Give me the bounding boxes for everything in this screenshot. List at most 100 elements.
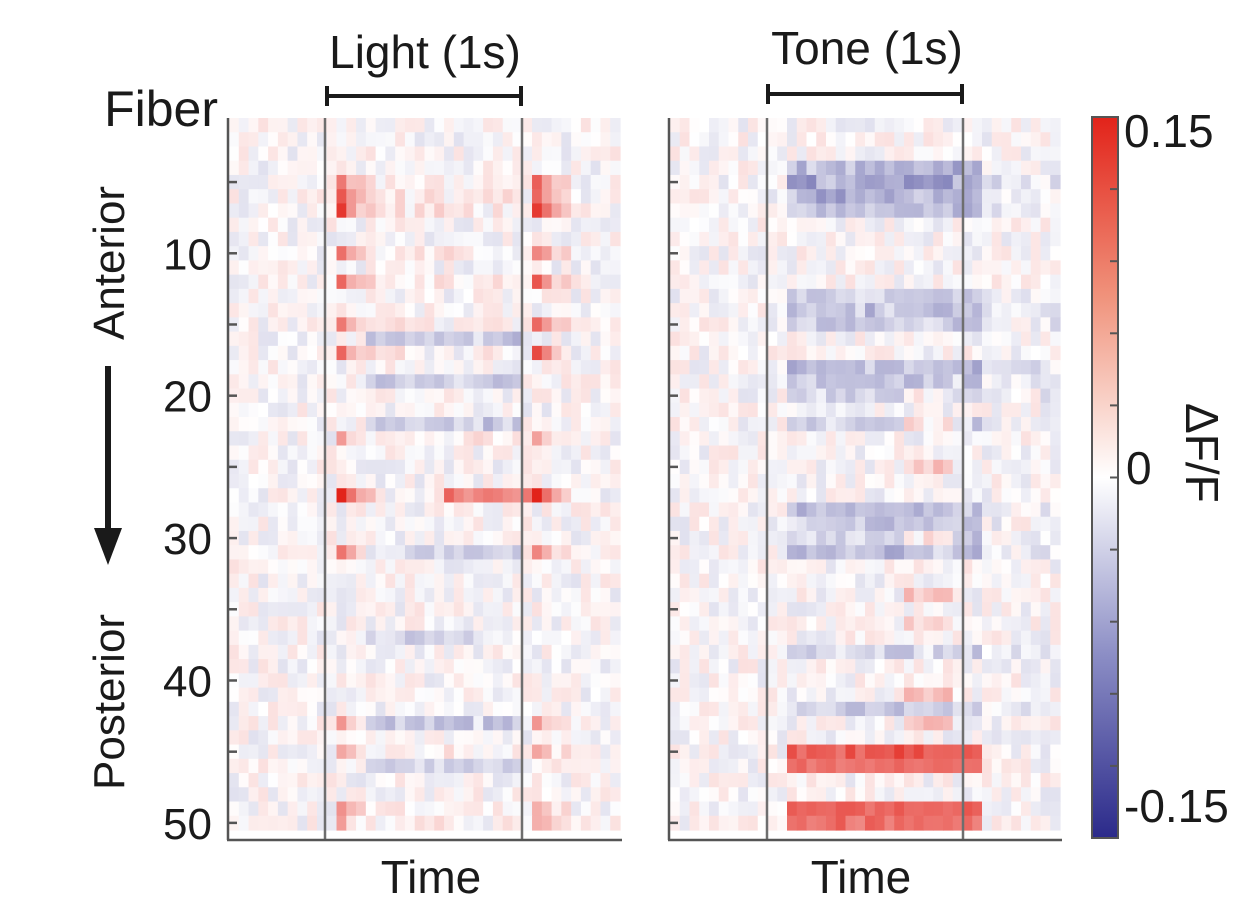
heatmap-cell: [532, 758, 543, 774]
heatmap-cell: [787, 773, 798, 788]
heatmap-cell: [610, 815, 621, 831]
heatmap-cell: [1030, 602, 1042, 617]
heatmap-cell: [463, 203, 474, 219]
heatmap-cell: [512, 516, 523, 532]
heatmap-cell: [738, 616, 749, 632]
heatmap-cell: [287, 402, 299, 418]
heatmap-cell: [835, 303, 847, 318]
heatmap-cell: [943, 545, 954, 561]
heatmap-cell: [796, 345, 808, 361]
heatmap-cell: [699, 716, 710, 731]
heatmap-cell: [532, 189, 543, 205]
heatmap-cell: [845, 303, 856, 318]
heatmap-cell: [865, 659, 876, 674]
heatmap-cell: [709, 545, 720, 561]
heatmap-cell: [1001, 132, 1012, 148]
heatmap-cell: [933, 174, 944, 190]
heatmap-cell: [748, 160, 759, 176]
heatmap-cell: [689, 773, 700, 788]
heatmap-cell: [580, 174, 592, 190]
heatmap-cell: [845, 573, 856, 589]
heatmap-cell: [679, 673, 691, 689]
heatmap-cell: [404, 431, 416, 447]
heatmap-cell: [414, 402, 426, 418]
heatmap-cell: [904, 274, 915, 290]
heatmap-cell: [404, 630, 416, 646]
heatmap-cell: [835, 687, 847, 703]
heatmap-cell: [326, 231, 338, 247]
heatmap-cell: [1021, 360, 1032, 375]
heatmap-cell: [699, 559, 710, 575]
heatmap-cell: [580, 118, 592, 133]
heatmap-cell: [551, 559, 562, 575]
heatmap-cell: [1050, 516, 1061, 532]
heatmap-cell: [404, 602, 416, 617]
heatmap-cell: [346, 758, 357, 774]
heatmap-cell: [1040, 203, 1051, 219]
heatmap-cell: [962, 388, 973, 404]
heatmap-cell: [709, 644, 720, 660]
heatmap-cell: [346, 260, 357, 276]
heatmap-cell: [1040, 417, 1051, 432]
heatmap-cell: [943, 132, 954, 148]
heatmap-cell: [434, 758, 445, 774]
heatmap-cell: [982, 687, 993, 703]
heatmap-cell: [375, 516, 387, 532]
heatmap-cell: [689, 189, 700, 205]
heatmap-cell: [904, 545, 915, 561]
heatmap-cell: [728, 673, 739, 689]
heatmap-cell: [316, 530, 328, 546]
heatmap-cell: [874, 417, 886, 432]
heatmap-cell: [796, 260, 808, 276]
heatmap-cell: [816, 288, 827, 304]
heatmap-cell: [943, 203, 954, 219]
heatmap-cell: [590, 630, 602, 646]
heatmap-cell: [748, 502, 759, 518]
heatmap-cell: [1040, 659, 1051, 674]
heatmap-cell: [923, 317, 934, 333]
heatmap-cell: [590, 530, 602, 546]
heatmap-cell: [365, 374, 377, 390]
heatmap-cell: [229, 687, 240, 703]
heatmap-cell: [757, 701, 769, 717]
heatmap-cell: [709, 630, 720, 646]
heatmap-cell: [874, 174, 886, 190]
heatmap-cell: [258, 659, 269, 674]
heatmap-cell: [551, 260, 562, 276]
heatmap-cell: [1021, 730, 1032, 746]
heatmap-cell: [600, 459, 611, 475]
heatmap-cell: [972, 587, 983, 603]
heatmap-cell: [1021, 331, 1032, 347]
heatmap-cell: [874, 502, 886, 518]
heatmap-cell: [1040, 402, 1051, 418]
heatmap-cell: [1011, 431, 1022, 447]
heatmap-cell: [258, 502, 269, 518]
heatmap-cell: [923, 260, 934, 276]
heatmap-cell: [777, 616, 788, 632]
heatmap-cell: [492, 602, 504, 617]
heatmap-cell: [767, 701, 778, 717]
heatmap-cell: [287, 374, 299, 390]
heatmap-cell: [512, 417, 523, 432]
heatmap-cell: [326, 417, 338, 432]
heatmap-cell: [473, 360, 484, 375]
heatmap-cell: [541, 189, 553, 205]
heatmap-cell: [982, 374, 993, 390]
heatmap-cell: [962, 773, 973, 788]
heatmap-cell: [913, 374, 925, 390]
heatmap-cell: [541, 303, 553, 318]
heatmap-cell: [806, 488, 817, 504]
heatmap-cell: [845, 417, 856, 432]
heatmap-cell: [346, 730, 357, 746]
heatmap-cell: [463, 146, 474, 162]
heatmap-cell: [571, 288, 582, 304]
heatmap-cell: [297, 132, 308, 148]
heatmap-cell: [561, 687, 572, 703]
heatmap-cell: [1050, 317, 1061, 333]
heatmap-cell: [1011, 815, 1022, 831]
heatmap-cell: [709, 787, 720, 803]
heatmap-cell: [277, 360, 289, 375]
heatmap-cell: [1030, 203, 1042, 219]
heatmap-cell: [277, 118, 289, 133]
heatmap-cell: [297, 431, 308, 447]
